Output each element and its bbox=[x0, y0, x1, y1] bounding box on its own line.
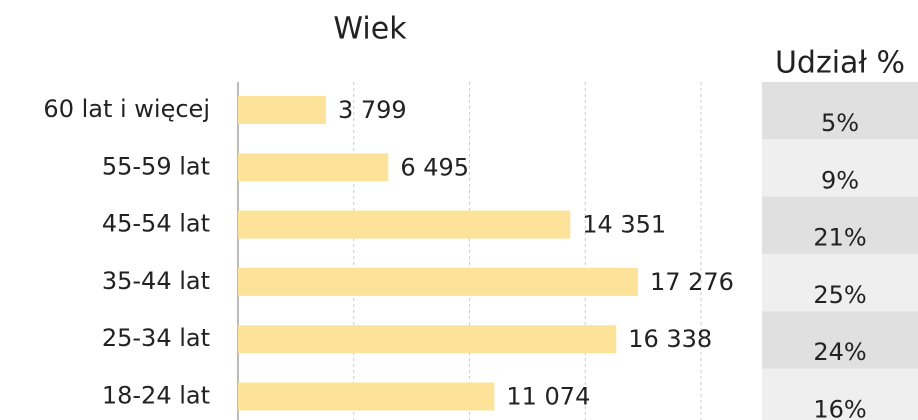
table-value: 16% bbox=[813, 396, 866, 420]
category-label: 25-34 lat bbox=[102, 324, 210, 352]
value-label: 14 351 bbox=[582, 211, 666, 239]
bar bbox=[238, 96, 326, 124]
bar bbox=[238, 153, 389, 182]
chart-title: Wiek bbox=[333, 12, 407, 47]
value-label: 11 074 bbox=[506, 383, 590, 411]
category-label: 45-54 lat bbox=[102, 210, 210, 238]
table-header: Udział % bbox=[775, 46, 905, 81]
table-cell bbox=[762, 196, 918, 254]
category-label: 18-24 lat bbox=[102, 382, 210, 410]
table-cell bbox=[762, 253, 918, 312]
table-value: 21% bbox=[813, 224, 866, 252]
bar bbox=[238, 325, 617, 354]
table-cell bbox=[762, 82, 918, 140]
table-value: 24% bbox=[813, 338, 866, 366]
table-cell bbox=[762, 139, 918, 197]
table-value: 25% bbox=[813, 281, 866, 309]
value-label: 3 799 bbox=[338, 96, 407, 124]
table-value: 5% bbox=[821, 109, 859, 137]
bar bbox=[238, 382, 495, 411]
category-label: 60 lat i więcej bbox=[43, 95, 210, 123]
value-label: 6 495 bbox=[400, 153, 469, 181]
bar bbox=[238, 210, 571, 239]
value-label: 16 338 bbox=[628, 325, 712, 353]
category-label: 35-44 lat bbox=[102, 267, 210, 295]
bar bbox=[238, 267, 638, 296]
table-cell bbox=[762, 368, 918, 420]
category-label: 55-59 lat bbox=[102, 152, 210, 180]
value-label: 17 276 bbox=[650, 268, 734, 296]
table-cell bbox=[762, 311, 918, 369]
table-value: 9% bbox=[821, 166, 859, 194]
